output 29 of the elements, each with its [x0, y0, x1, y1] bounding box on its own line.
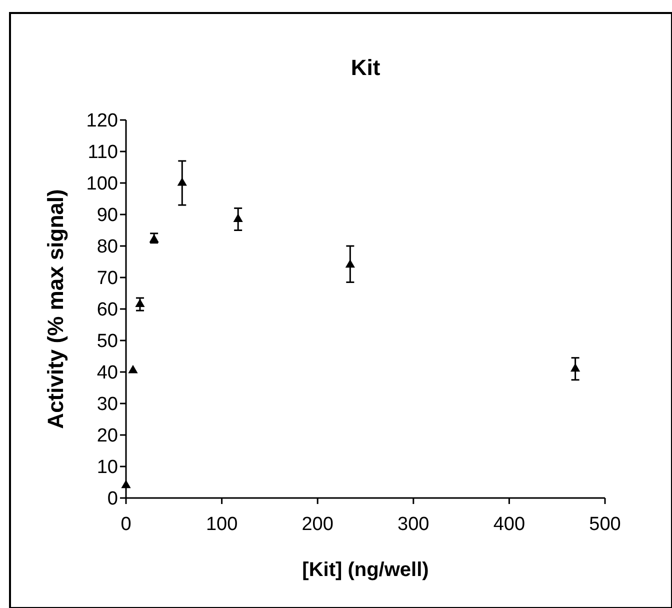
- y-tick-label: 50: [96, 331, 118, 352]
- x-tick-label: 400: [493, 514, 526, 535]
- y-tick-label: 40: [96, 362, 118, 384]
- point: [177, 177, 187, 186]
- point: [128, 364, 138, 374]
- point: [233, 214, 243, 222]
- x-axis-title: [Kit] (ng/well): [302, 559, 429, 581]
- y-tick-label: 70: [96, 268, 118, 290]
- x-tick-label: 300: [398, 514, 430, 535]
- y-tick-label: 60: [96, 300, 118, 321]
- y-tick-label: 0: [107, 488, 118, 510]
- x-tick-label: 200: [302, 514, 334, 535]
- y-tick-label: 10: [96, 457, 118, 478]
- chart-title: Kit: [350, 55, 381, 80]
- x-tick-label: 100: [206, 514, 238, 535]
- y-tick-label: 20: [96, 426, 118, 447]
- point: [121, 480, 131, 488]
- point: [135, 298, 145, 308]
- y-axis-title: Activity (% max signal): [43, 189, 68, 429]
- y-tick-label: 120: [86, 110, 118, 132]
- point: [345, 259, 355, 268]
- x-tick-label: 500: [589, 514, 621, 535]
- x-tick-label: 0: [120, 514, 132, 535]
- y-tick-label: 90: [96, 205, 118, 226]
- y-tick-label: 100: [86, 174, 118, 195]
- y-tick-label: 80: [96, 236, 118, 258]
- y-tick-label: 110: [88, 142, 118, 164]
- y-tick-label: 30: [96, 394, 118, 416]
- point: [570, 363, 580, 372]
